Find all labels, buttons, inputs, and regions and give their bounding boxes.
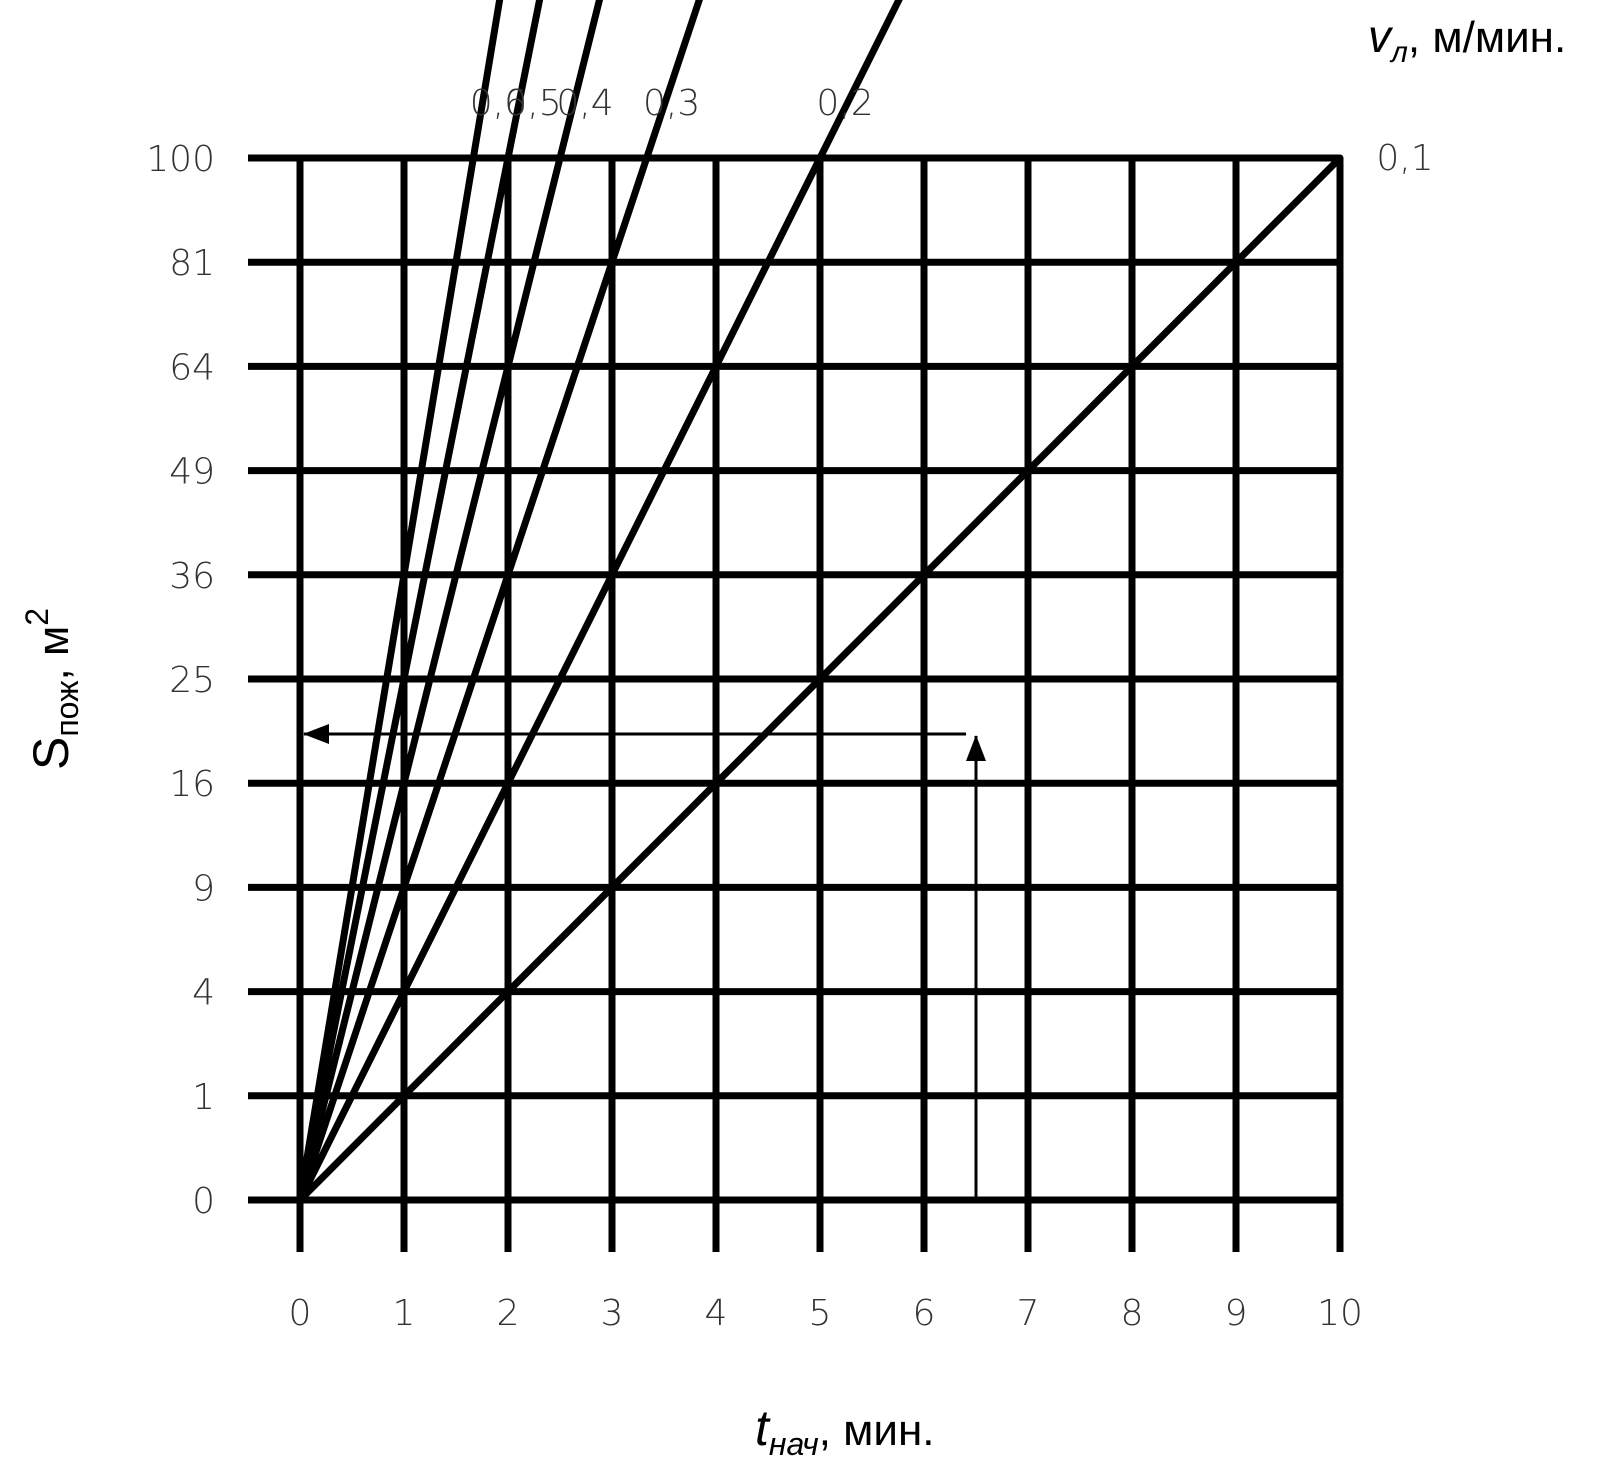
y-tick-label: 36 (169, 556, 215, 597)
y-tick-label: 64 (169, 347, 215, 388)
series-line-0,5 (296, 0, 544, 1204)
y-tick-label: 49 (169, 452, 215, 493)
series-label-0,3: 0,3 (643, 83, 700, 124)
y-axis-title: Sпож, м2 (19, 608, 85, 770)
x-tick-label: 10 (1317, 1293, 1363, 1334)
series-lines (296, 0, 1344, 1204)
series-labels: 0,1 0,2 0,3 0,40,50,6 (470, 83, 1434, 179)
x-tick-label: 6 (913, 1293, 936, 1334)
x-tick-label: 0 (289, 1293, 312, 1334)
x-tick-label: 5 (809, 1293, 832, 1334)
x-tick-labels: 0 1 2 3 4 5 6 7 8 9 10 (289, 1293, 1363, 1334)
series-label-0,2: 0,2 (816, 83, 873, 124)
grid (248, 154, 1344, 1252)
series-label-0,4: 0,4 (556, 83, 613, 124)
right-axis-title: vл, м/мин. (1368, 10, 1566, 69)
y-tick-label: 0 (192, 1181, 215, 1222)
series-line-0,1 (296, 154, 1344, 1204)
x-tick-label: 4 (705, 1293, 728, 1334)
x-tick-label: 8 (1121, 1293, 1144, 1334)
series-label-0,5: 0,5 (504, 83, 561, 124)
read-off-arrows (303, 724, 986, 1200)
y-tick-label: 81 (169, 243, 215, 284)
y-tick-label: 4 (192, 973, 215, 1014)
y-tick-label: 100 (146, 139, 215, 180)
x-axis-title: tнач, мин. (755, 1400, 935, 1462)
x-tick-label: 3 (601, 1293, 624, 1334)
series-line-0,4 (296, 0, 604, 1204)
series-label-0,1: 0,1 (1376, 138, 1433, 179)
series-line-0,6 (296, 0, 504, 1204)
y-tick-label: 1 (192, 1077, 215, 1118)
series-line-0,3 (296, 0, 703, 1204)
y-tick-label: 9 (192, 868, 215, 909)
x-tick-label: 2 (497, 1293, 520, 1334)
x-tick-label: 7 (1017, 1293, 1040, 1334)
x-tick-label: 1 (393, 1293, 416, 1334)
series-line-0,2 (296, 0, 903, 1204)
x-tick-label: 9 (1225, 1293, 1248, 1334)
y-tick-label: 25 (169, 660, 215, 701)
series-label-0,6: 0,6 (470, 83, 527, 124)
y-tick-label: 16 (169, 764, 215, 805)
